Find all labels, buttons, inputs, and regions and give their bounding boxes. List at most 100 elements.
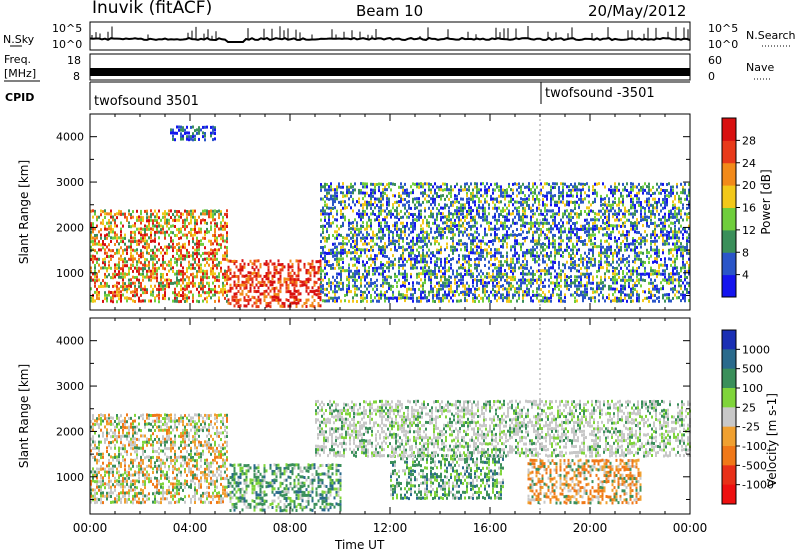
echo-cell <box>468 260 470 264</box>
echo-cell <box>584 251 586 255</box>
echo-cell <box>538 254 540 258</box>
echo-cell <box>344 206 346 210</box>
echo-cell <box>406 200 408 204</box>
echo-cell <box>620 296 622 300</box>
echo-cell <box>604 222 606 225</box>
echo-cell <box>464 227 466 231</box>
echo-cell <box>168 297 170 301</box>
echo-cell <box>350 290 352 294</box>
echo-cell <box>498 296 500 300</box>
echo-cell <box>446 278 448 282</box>
echo-cell <box>542 245 544 249</box>
echo-cell <box>554 242 556 246</box>
echo-cell <box>424 191 426 195</box>
echo-cell <box>291 262 294 266</box>
echo-cell <box>542 212 544 216</box>
echo-cell <box>606 227 608 231</box>
echo-cell <box>178 257 180 261</box>
echo-cell <box>446 185 448 189</box>
echo-cell <box>498 251 500 255</box>
echo-cell <box>305 286 308 290</box>
echo-cell <box>504 209 506 213</box>
echo-cell <box>512 188 514 192</box>
echo-cell <box>416 239 418 243</box>
echo-cell <box>297 259 300 263</box>
echo-cell <box>96 293 98 297</box>
echo-cell <box>558 236 560 240</box>
echo-cell <box>558 194 560 198</box>
echo-cell <box>438 230 440 234</box>
echo-cell <box>516 239 518 243</box>
echo-cell <box>532 293 534 297</box>
echo-cell <box>249 289 252 293</box>
echo-cell <box>390 260 392 264</box>
echo-cell <box>414 266 416 270</box>
echo-cell <box>305 271 308 275</box>
echo-cell <box>200 219 202 223</box>
echo-cell <box>484 197 486 201</box>
echo-cell <box>548 245 550 249</box>
echo-cell <box>348 203 350 207</box>
echo-cell <box>140 237 142 241</box>
echo-cell <box>104 293 106 297</box>
echo-cell <box>474 260 476 264</box>
echo-cell <box>136 267 138 270</box>
echo-cell <box>148 227 150 231</box>
echo-cell <box>324 218 326 222</box>
echo-cell <box>172 281 174 285</box>
echo-cell <box>90 278 92 282</box>
echo-cell <box>140 233 142 237</box>
echo-cell <box>382 263 384 267</box>
echo-cell <box>494 290 496 294</box>
echo-cell <box>418 272 420 276</box>
echo-cell <box>98 230 100 234</box>
echo-cell <box>374 284 376 288</box>
echo-cell <box>506 218 508 222</box>
echo-cell <box>338 233 340 237</box>
echo-cell <box>378 209 380 213</box>
echo-cell <box>330 264 332 267</box>
echo-cell <box>468 200 470 204</box>
echo-cell <box>396 209 398 213</box>
echo-cell <box>570 230 572 234</box>
echo-cell <box>608 263 610 267</box>
echo-cell <box>482 182 484 186</box>
echo-cell <box>472 215 474 219</box>
echo-cell <box>394 215 396 219</box>
echo-cell <box>384 242 386 246</box>
echo-cell <box>186 294 188 298</box>
echo-cell <box>360 251 362 255</box>
echo-cell <box>616 260 618 264</box>
echo-cell <box>548 254 550 258</box>
echo-cell <box>552 281 554 285</box>
echo-cell <box>416 182 418 186</box>
echo-cell <box>372 260 374 264</box>
echo-cell <box>624 221 626 225</box>
echo-cell <box>562 263 564 267</box>
echo-cell <box>568 185 570 189</box>
echo-cell <box>628 194 630 198</box>
echo-cell <box>372 191 374 195</box>
echo-cell <box>279 271 282 275</box>
echo-cell <box>436 195 438 198</box>
echo-cell <box>164 236 166 240</box>
echo-cell <box>162 281 164 285</box>
echo-cell <box>222 239 224 243</box>
echo-cell <box>396 248 398 252</box>
echo-cell <box>122 224 124 228</box>
echo-cell <box>604 233 606 237</box>
echo-cell <box>182 245 184 249</box>
echo-cell <box>360 282 362 285</box>
echo-cell <box>396 230 398 234</box>
echo-cell <box>162 266 164 270</box>
echo-cell <box>586 281 588 285</box>
echo-cell <box>206 251 208 255</box>
echo-cell <box>484 215 486 219</box>
echo-cell <box>150 248 152 252</box>
echo-cell <box>140 293 142 297</box>
echo-cell <box>112 284 114 288</box>
echo-cell <box>594 260 596 264</box>
echo-cell <box>224 269 226 273</box>
echo-cell <box>500 245 502 249</box>
echo-cell <box>180 257 182 261</box>
